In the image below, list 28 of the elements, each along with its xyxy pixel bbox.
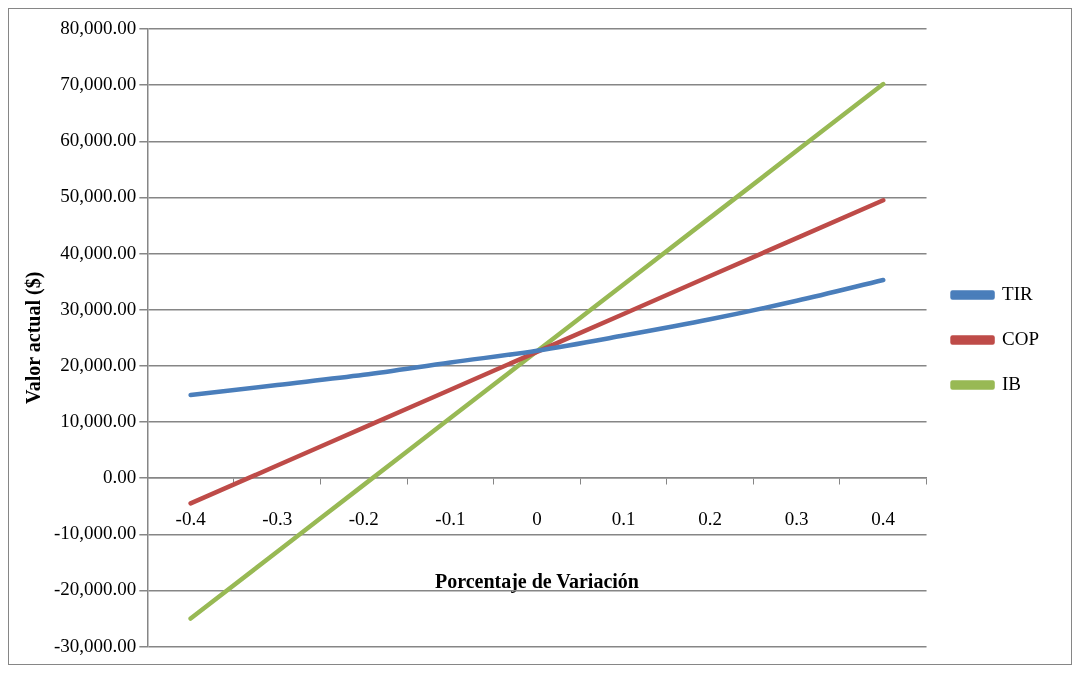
- x-tick-label: 0.4: [871, 507, 896, 529]
- y-tick-label: -20,000.00: [54, 578, 137, 600]
- x-tick-label: -0.1: [435, 507, 466, 529]
- legend-label: IB: [1002, 372, 1022, 394]
- x-tick-label: 0.3: [784, 507, 809, 529]
- y-axis-title: Valor actual ($): [22, 271, 46, 404]
- y-tick-label: -30,000.00: [54, 634, 137, 656]
- legend-label: COP: [1002, 327, 1040, 349]
- line-series: [188, 197, 886, 506]
- y-tick-label: 20,000.00: [60, 353, 137, 375]
- x-tick-label: -0.2: [348, 507, 379, 529]
- y-tick-label: 50,000.00: [60, 185, 137, 207]
- line-series: [188, 277, 886, 398]
- y-tick-label: 60,000.00: [60, 129, 137, 151]
- y-tick-label: 70,000.00: [60, 73, 137, 95]
- legend-label: TIR: [1002, 282, 1033, 304]
- y-tick-label: 10,000.00: [60, 410, 137, 431]
- x-tick-label: 0.1: [611, 507, 636, 529]
- y-tick-label: 0.00: [103, 466, 137, 488]
- x-tick-label: 0: [532, 507, 542, 529]
- x-tick-label: -0.4: [175, 507, 207, 529]
- x-tick-label: 0.2: [698, 507, 722, 529]
- y-tick-label: 40,000.00: [60, 241, 137, 263]
- x-tick-label: -0.3: [262, 507, 293, 529]
- y-tick-label: 30,000.00: [60, 297, 137, 319]
- x-axis-title: Porcentaje de Variación: [434, 570, 639, 594]
- y-tick-label: 80,000.00: [60, 16, 137, 38]
- y-tick-label: -10,000.00: [54, 522, 137, 544]
